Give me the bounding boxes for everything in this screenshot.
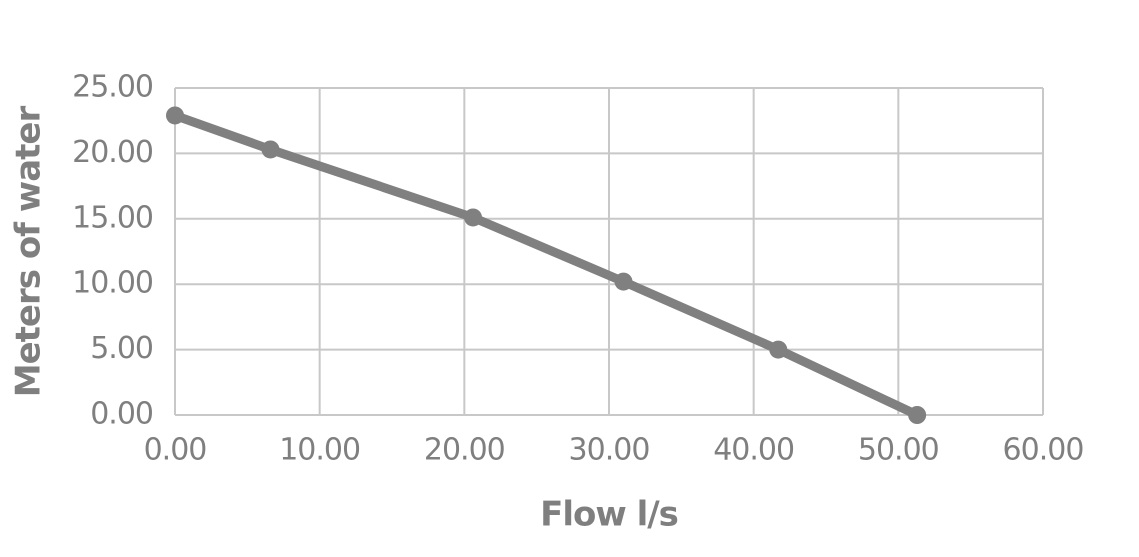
x-tick-label: 0.00	[144, 433, 207, 468]
data-point	[769, 340, 788, 359]
x-axis-label: Flow l/s	[540, 495, 678, 535]
x-tick-label: 50.00	[858, 433, 939, 468]
data-point	[908, 406, 927, 424]
y-tick-label: 25.00	[72, 70, 153, 105]
y-tick-label: 20.00	[72, 135, 153, 170]
y-tick-label: 0.00	[90, 397, 153, 432]
x-tick-label: 30.00	[569, 433, 650, 468]
x-tick-label: 40.00	[713, 433, 794, 468]
y-tick-label: 5.00	[90, 331, 153, 366]
y-tick-label: 10.00	[72, 266, 153, 301]
y-axis-label: Meters of water	[9, 106, 49, 398]
x-tick-label: 60.00	[1003, 433, 1084, 468]
data-point	[464, 208, 483, 227]
data-point	[614, 272, 633, 291]
x-tick-label: 10.00	[279, 433, 360, 468]
data-point	[166, 106, 184, 125]
y-tick-label: 15.00	[72, 200, 153, 235]
data-line	[173, 111, 920, 420]
data-point	[261, 140, 280, 159]
x-tick-label: 20.00	[424, 433, 505, 468]
